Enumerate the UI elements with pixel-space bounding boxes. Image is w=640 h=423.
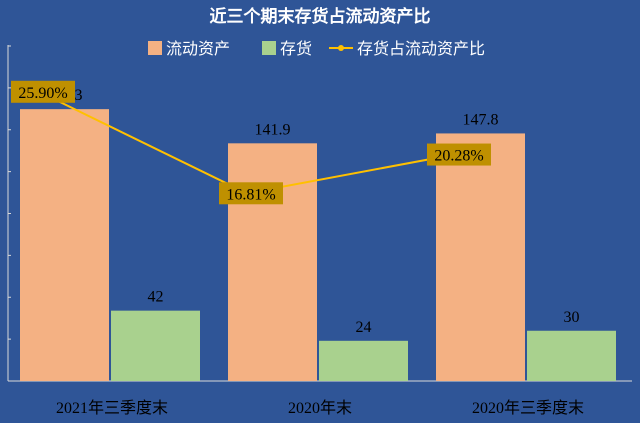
line-label-box [427, 143, 491, 166]
legend-marker [338, 45, 344, 51]
legend-swatch [262, 41, 276, 55]
chart-title: 近三个期末存货占流动资产比 [210, 6, 431, 26]
bar-data-label: 141.9 [255, 121, 291, 138]
labels-layer: 162.3422021年三季度末141.9242020年末147.8302020… [11, 80, 584, 417]
bar [527, 330, 616, 381]
line-label-box [11, 80, 75, 103]
bar-data-label: 147.8 [463, 111, 499, 128]
bar [111, 310, 200, 381]
bar [20, 109, 109, 382]
line-data-label: 16.81% [226, 186, 275, 203]
line-data-label: 20.28% [434, 148, 483, 165]
legend-label: 流动资产 [166, 40, 230, 58]
legend-label: 存货占流动资产比 [357, 40, 485, 58]
legend-label: 存货 [280, 40, 312, 58]
line-label-box [219, 182, 283, 205]
bar [228, 143, 317, 381]
legend-swatch [148, 41, 162, 55]
bar-data-label: 30 [564, 309, 580, 326]
x-tick-label: 2020年三季度末 [472, 399, 584, 417]
bar [436, 133, 525, 381]
x-tick-label: 2020年末 [288, 399, 352, 417]
line-data-label: 25.90% [18, 85, 67, 102]
legend: 流动资产 存货 存货占流动资产比 [148, 40, 485, 58]
x-tick-label: 2021年三季度末 [56, 399, 168, 417]
bar [319, 340, 408, 381]
bar-data-label: 24 [356, 319, 372, 336]
bar-data-label: 42 [148, 289, 164, 306]
